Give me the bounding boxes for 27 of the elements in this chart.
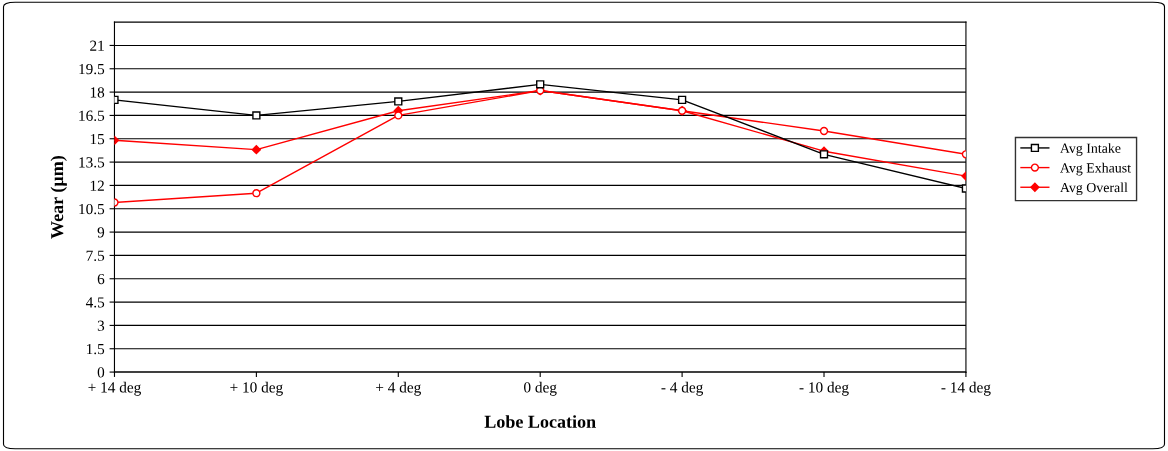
y-axis-title: Wear (µm) [50, 155, 67, 239]
y-tick-label: 15 [90, 133, 105, 145]
legend-label: Avg Exhaust [1060, 162, 1131, 176]
y-tick-label: 19.5 [79, 63, 105, 75]
x-tick-label: - 4 deg [661, 381, 704, 396]
x-tick-label: - 14 deg [941, 381, 991, 396]
y-tick-label: 10.5 [79, 203, 105, 215]
x-axis-title: Lobe Location [484, 415, 596, 428]
legend-label: Avg Intake [1060, 143, 1121, 156]
y-tick-label: 12 [90, 180, 104, 191]
y-tick-label: 3 [97, 320, 105, 331]
y-tick-label: 21 [90, 40, 104, 51]
x-tick-label: 0 deg [524, 381, 557, 396]
x-tick-label: + 14 deg [88, 381, 141, 396]
y-tick-label: 16.5 [79, 110, 105, 121]
y-tick-label: 1.5 [86, 343, 105, 355]
y-tick-label: 4.5 [85, 297, 105, 308]
x-tick-label: + 10 deg [230, 381, 283, 396]
x-tick-label: - 10 deg [799, 381, 849, 396]
x-tick-label: + 4 deg [376, 381, 421, 396]
y-tick-label: 18 [90, 87, 105, 98]
y-tick-label: 9 [97, 227, 105, 238]
y-tick-label: 7.5 [86, 250, 105, 261]
y-tick-label: 6 [97, 273, 105, 285]
y-tick-label: 13.5 [79, 157, 105, 168]
legend-label: Avg Overall [1060, 182, 1128, 196]
y-tick-label: 0 [97, 367, 105, 378]
